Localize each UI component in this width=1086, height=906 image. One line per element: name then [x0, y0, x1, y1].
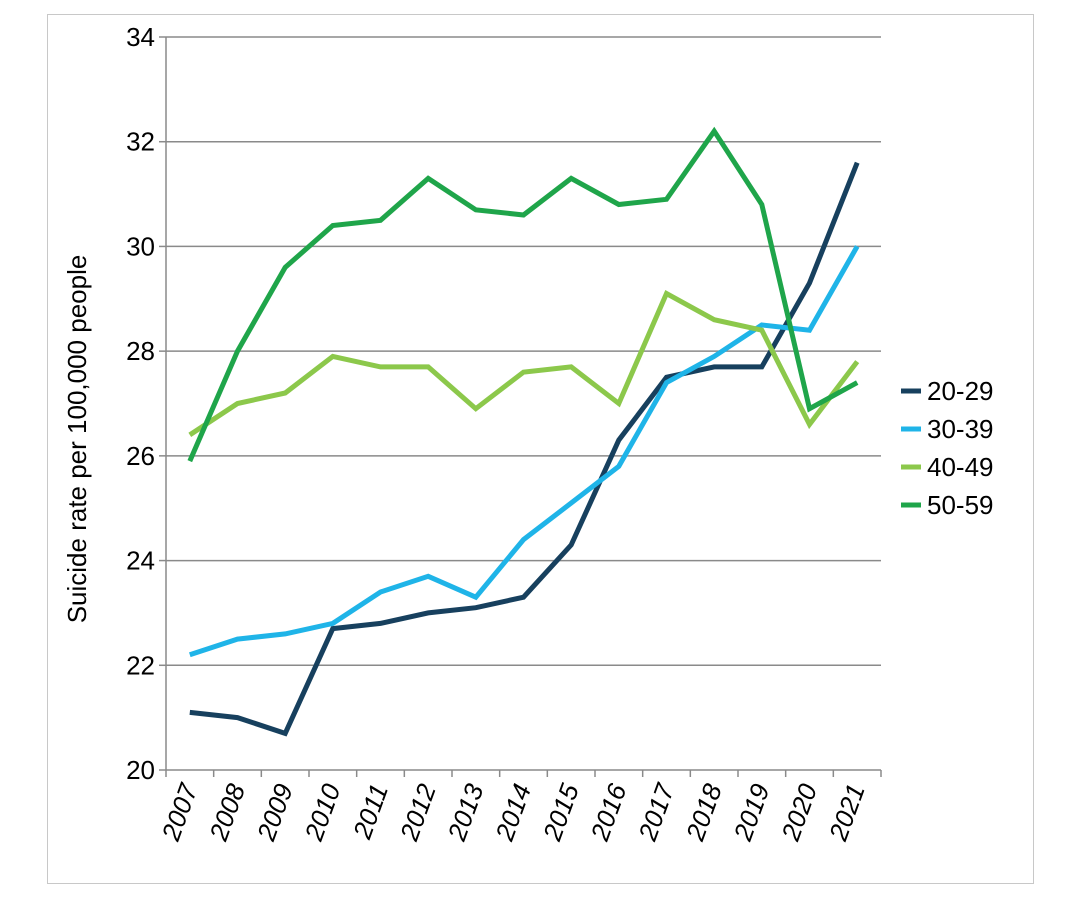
legend-label: 40-49: [927, 452, 994, 482]
legend-label: 20-29: [927, 376, 994, 406]
legend: 20-29 30-39 40-49 50-59: [901, 376, 994, 520]
legend-label: 50-59: [927, 490, 994, 520]
y-tick-label: 20: [126, 755, 155, 785]
y-tick-label: 28: [126, 336, 155, 366]
x-tick-label: 2020: [775, 779, 823, 845]
x-tick-label: 2010: [298, 779, 346, 845]
x-tick-label: 2016: [584, 779, 632, 845]
series-line-50-59: [187, 126, 859, 463]
x-tick-label: 2012: [393, 779, 441, 845]
y-tick-label: 26: [126, 441, 155, 471]
y-tick-label: 32: [126, 127, 155, 157]
series-lines: [187, 126, 860, 737]
x-tick-label: 2021: [822, 780, 870, 846]
x-tick-label: 2017: [632, 778, 681, 845]
x-tick-labels: 2007 2008 2009 2010 2011 2012 2013 2014 2015 2016…: [155, 778, 871, 845]
axes: [159, 36, 882, 777]
gridlines: [166, 36, 881, 667]
y-tick-label: 22: [126, 650, 155, 680]
x-tick-label: 2015: [536, 779, 584, 845]
y-tick-labels: 20 22 24 26 28 30 32 34: [126, 22, 155, 785]
y-tick-label: 24: [126, 546, 155, 576]
x-tick-label: 2013: [441, 779, 489, 845]
x-tick-label: 2014: [489, 780, 537, 846]
x-tick-label: 2009: [250, 780, 298, 846]
legend-label: 30-39: [927, 414, 994, 444]
y-tick-label: 34: [126, 22, 155, 52]
x-tick-label: 2011: [346, 780, 394, 844]
series-line-30-39: [189, 245, 860, 658]
x-tick-label: 2007: [155, 778, 204, 845]
series-line-20-29: [189, 161, 860, 737]
x-tick-label: 2019: [727, 780, 775, 846]
y-axis-label: Suicide rate per 100,000 people: [62, 255, 92, 624]
series-line-40-49: [188, 289, 860, 437]
chart-frame: 20 22 24 26 28 30 32 34 2007 2008 2009 2010 2011 201…: [47, 14, 1034, 884]
y-tick-label: 30: [126, 231, 155, 261]
x-tick-label: 2008: [203, 779, 251, 845]
x-tick-label: 2018: [679, 779, 727, 845]
